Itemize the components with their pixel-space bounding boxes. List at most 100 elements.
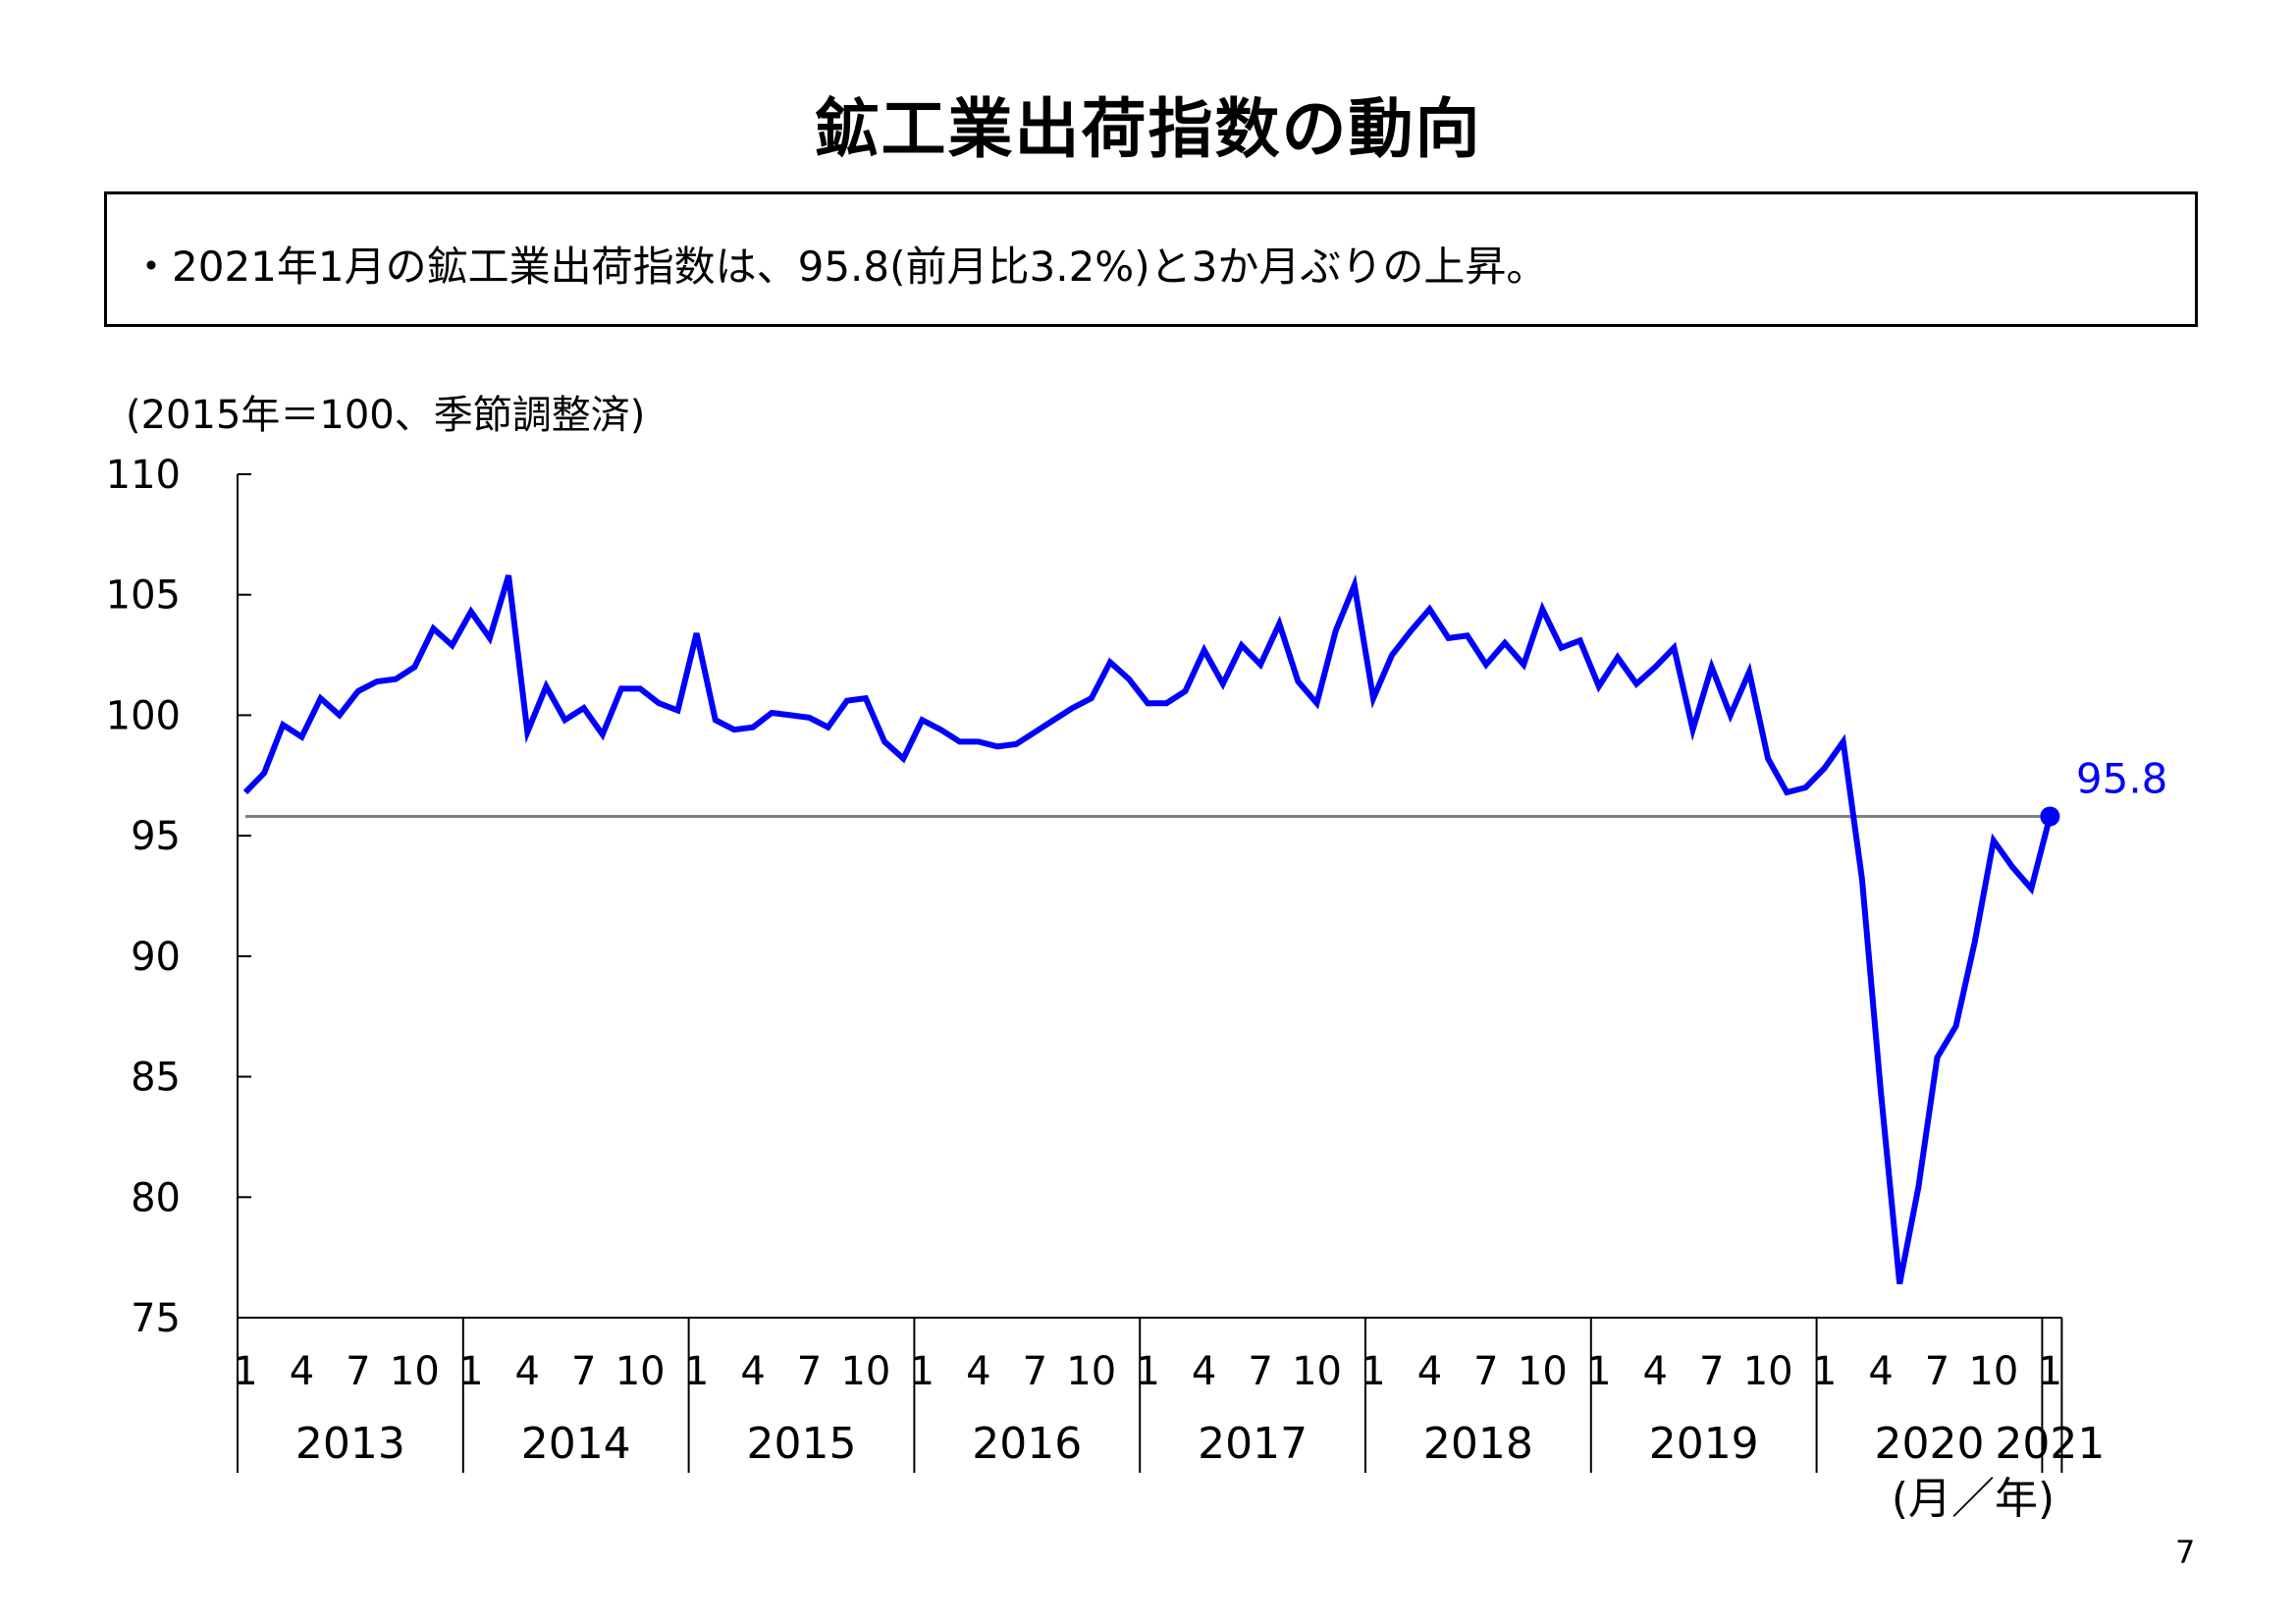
data-point: [318, 696, 323, 701]
y-tick-label: 95: [131, 814, 181, 859]
data-point: [1803, 785, 1808, 790]
data-point: [1879, 1089, 1884, 1094]
data-point: [262, 771, 267, 776]
summary-text: ・2021年1月の鉱工業出荷指数は、95.8(前月比3.2%)と3か月ぶりの上昇…: [131, 243, 1548, 291]
data-point: [1127, 677, 1132, 681]
month-tick-label: 7: [797, 1349, 822, 1394]
data-point: [1841, 739, 1845, 744]
month-tick-label: 4: [1643, 1349, 1668, 1394]
data-point: [1333, 628, 1338, 633]
data-point: [394, 677, 399, 681]
month-tick-label: 1: [684, 1349, 709, 1394]
data-point: [1916, 1185, 1921, 1190]
data-point: [1747, 670, 1752, 675]
unit-note: (2015年＝100、季節調整済): [126, 393, 646, 438]
month-tick-label: 4: [966, 1349, 990, 1394]
data-point: [1033, 730, 1038, 734]
data-point: [1953, 1024, 1958, 1029]
data-point: [1258, 662, 1263, 667]
data-point: [1409, 628, 1414, 633]
y-tick-label: 100: [106, 693, 181, 738]
data-point: [1728, 713, 1733, 718]
data-point: [1690, 728, 1695, 732]
data-point: [1390, 653, 1395, 658]
data-point: [1653, 665, 1658, 670]
month-tick-label: 10: [615, 1349, 666, 1394]
data-point: [487, 635, 492, 640]
month-tick-label: 7: [571, 1349, 596, 1394]
y-tick-label: 90: [131, 935, 181, 980]
data-point: [1465, 633, 1469, 638]
month-tick-label: 7: [1699, 1349, 1724, 1394]
data-point: [826, 725, 830, 730]
data-point: [1935, 1055, 1940, 1059]
month-tick-label: 10: [1968, 1349, 2018, 1394]
y-tick-label: 105: [106, 573, 181, 619]
month-tick-label: 4: [1417, 1349, 1442, 1394]
month-tick-label: 1: [458, 1349, 483, 1394]
data-point: [1051, 718, 1056, 723]
month-tick-label: 4: [740, 1349, 765, 1394]
year-label: 2016: [972, 1419, 1082, 1469]
data-point: [1296, 679, 1301, 684]
month-tick-label: 10: [840, 1349, 890, 1394]
data-point: [1089, 696, 1094, 701]
page-number: 7: [2175, 1534, 2196, 1571]
data-point: [544, 683, 549, 688]
month-tick-label: 4: [1868, 1349, 1893, 1394]
month-tick-label: 1: [2038, 1349, 2062, 1394]
data-point: [995, 744, 1000, 749]
data-point: [713, 718, 718, 723]
data-point: [1014, 741, 1019, 746]
data-point: [1201, 648, 1206, 653]
month-tick-label: 7: [1925, 1349, 1949, 1394]
data-point: [675, 708, 680, 713]
data-point: [1672, 645, 1677, 650]
x-axis-label: (月／年): [1892, 1474, 2055, 1524]
month-tick-label: 1: [1135, 1349, 1159, 1394]
data-point: [1503, 640, 1508, 645]
data-point: [1220, 681, 1225, 686]
month-tick-label: 10: [1743, 1349, 1793, 1394]
month-tick-label: 4: [290, 1349, 314, 1394]
data-point: [2029, 887, 2034, 892]
data-point: [412, 665, 417, 670]
month-tick-label: 7: [1023, 1349, 1047, 1394]
month-tick-label: 7: [1473, 1349, 1498, 1394]
data-point: [1991, 839, 1996, 843]
data-point: [694, 630, 699, 635]
data-point: [1146, 701, 1150, 706]
last-point-marker: [2040, 806, 2060, 827]
y-tick-label: 75: [131, 1296, 181, 1341]
data-point: [957, 739, 962, 744]
month-tick-label: 1: [910, 1349, 934, 1394]
data-point: [751, 725, 756, 730]
data-point: [1164, 701, 1169, 706]
year-label: 2013: [295, 1419, 405, 1469]
data-point: [355, 688, 360, 693]
data-point: [920, 718, 925, 723]
month-tick-label: 4: [1192, 1349, 1216, 1394]
data-point: [1972, 940, 1977, 945]
y-tick-label: 110: [106, 453, 181, 498]
data-point: [1785, 789, 1789, 794]
year-label: 2018: [1423, 1419, 1533, 1469]
y-tick-label: 80: [131, 1175, 181, 1220]
data-point: [281, 723, 286, 728]
month-tick-label: 7: [1248, 1349, 1272, 1394]
data-point: [1352, 582, 1357, 587]
data-point: [1766, 756, 1771, 761]
data-point: [1314, 701, 1319, 706]
data-point: [882, 739, 887, 744]
data-point: [375, 679, 380, 684]
data-point: [525, 730, 530, 734]
data-point: [1371, 696, 1376, 701]
data-point: [243, 789, 248, 794]
month-tick-label: 10: [1292, 1349, 1342, 1394]
last-value-label: 95.8: [2076, 755, 2168, 803]
data-point: [1183, 688, 1188, 693]
year-label: 2017: [1198, 1419, 1308, 1469]
data-point: [788, 713, 793, 718]
data-point: [731, 728, 736, 732]
data-point: [657, 701, 662, 706]
